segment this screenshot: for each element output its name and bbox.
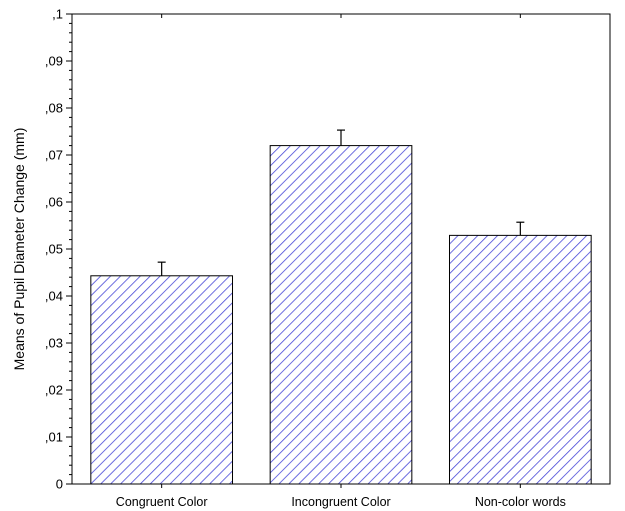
y-tick-label: ,08 [45, 101, 63, 116]
y-tick-label: ,03 [45, 336, 63, 351]
y-tick-label: ,05 [45, 242, 63, 257]
y-axis-title: Means of Pupil Diameter Change (mm) [11, 128, 27, 371]
bar [269, 145, 413, 485]
y-tick-label: ,07 [45, 148, 63, 163]
error-bars [157, 129, 525, 276]
top-axis-ticks [161, 14, 521, 18]
y-tick-label: ,09 [45, 54, 63, 69]
y-tick-label: ,04 [45, 289, 63, 304]
x-tick-label: Congruent Color [116, 495, 208, 509]
y-tick-label: ,06 [45, 195, 63, 210]
y-axis: 0 ,01 ,02 ,03 ,04 ,05 ,06 ,07 ,08 ,09 ,1 [45, 7, 72, 492]
y-tick-label: ,1 [52, 7, 63, 22]
x-tick-label: Incongruent Color [291, 495, 390, 509]
x-axis-labels: Congruent Color Incongruent Color Non-colo… [116, 484, 566, 509]
y-tick-label: 0 [56, 477, 63, 492]
bars [90, 145, 592, 485]
bar [90, 275, 234, 485]
y-tick-label: ,01 [45, 430, 63, 445]
x-tick-label: Non-color words [475, 495, 566, 509]
y-tick-label: ,02 [45, 383, 63, 398]
bar [448, 234, 592, 485]
